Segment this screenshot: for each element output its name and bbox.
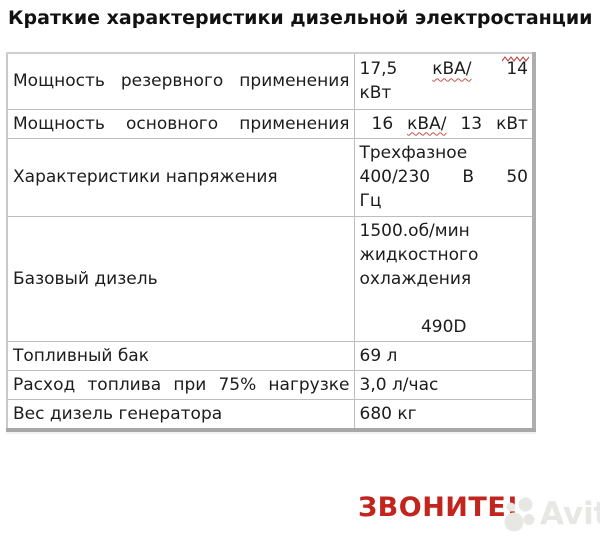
value-part: кВт bbox=[496, 113, 528, 134]
value-part: 17,5 bbox=[359, 59, 398, 80]
spec-label: Вес дизель генератора bbox=[6, 398, 355, 430]
spec-value-line: кВт bbox=[359, 83, 392, 104]
spec-value-line: 16 кВА/ 13 кВт bbox=[360, 112, 529, 136]
spec-label: Базовый дизель bbox=[6, 215, 355, 342]
spec-value: 16 кВА/ 13 кВт bbox=[353, 108, 535, 139]
avito-logo-icon bbox=[504, 497, 535, 532]
call-to-action: ЗВОНИТЕ! bbox=[358, 492, 520, 523]
value-part-misspelled: кВА/ bbox=[407, 113, 447, 134]
spec-value: Трехфазное 400/230 В 50 Гц bbox=[353, 137, 535, 217]
spec-label: Расход топлива при 75% нагрузке bbox=[6, 369, 355, 400]
value-part: 400/230 bbox=[359, 167, 431, 187]
avito-watermark: Avito bbox=[503, 495, 600, 533]
value-part: В bbox=[462, 167, 475, 187]
table-row: Мощность резервного применения 17,5 кВА/… bbox=[6, 52, 535, 110]
value-part-misspelled: кВА/ bbox=[432, 59, 472, 80]
spec-value-line: 490D bbox=[420, 316, 467, 337]
spec-label: Характеристики напряжения bbox=[6, 137, 355, 217]
value-part: 50 bbox=[506, 167, 528, 187]
value-part: 14 bbox=[506, 59, 528, 80]
spec-value: 17,5 кВА/ 14 кВт bbox=[353, 52, 535, 110]
page-title: Краткие характеристики дизельной электро… bbox=[8, 7, 593, 29]
spec-value-line: Трехфазное bbox=[359, 143, 468, 163]
spec-value-line: жидкостного bbox=[359, 244, 479, 265]
table-row: Мощность основного применения 16 кВА/ 13… bbox=[6, 108, 535, 139]
watermark-text: Avito bbox=[540, 496, 600, 532]
value-part: 13 bbox=[460, 113, 483, 134]
specs-table: Мощность резервного применения 17,5 кВА/… bbox=[6, 52, 536, 432]
table-row: Базовый дизель 1500.об/мин жидкостного о… bbox=[6, 215, 535, 342]
spec-label: Мощность резервного применения bbox=[6, 52, 355, 110]
table-row: Топливный бак 69 л bbox=[6, 340, 535, 371]
spec-value-line: охлаждения bbox=[359, 268, 472, 289]
table-row: Расход топлива при 75% нагрузке 3,0 л/ча… bbox=[6, 369, 535, 400]
empty-line bbox=[360, 291, 529, 315]
spec-value: 680 кг bbox=[353, 398, 535, 430]
spec-label: Мощность основного применения bbox=[6, 108, 355, 139]
spec-value-line: 17,5 кВА/ 14 bbox=[360, 57, 529, 81]
squiggle-artifact-icon bbox=[502, 56, 529, 62]
value-part: 16 bbox=[371, 113, 394, 134]
table-row: Характеристики напряжения Трехфазное 400… bbox=[6, 137, 535, 217]
spec-label: Топливный бак bbox=[6, 340, 355, 371]
spec-value: 69 л bbox=[353, 340, 535, 371]
spec-value-line: 1500.об/мин bbox=[359, 220, 470, 241]
spec-value: 1500.об/мин жидкостного охлаждения 490D bbox=[353, 215, 535, 342]
spec-value-line: 400/230 В 50 bbox=[360, 165, 529, 189]
spec-value: 3,0 л/час bbox=[353, 369, 535, 400]
spec-value-line: Гц bbox=[359, 191, 382, 211]
table-row: Вес дизель генератора 680 кг bbox=[6, 398, 535, 430]
